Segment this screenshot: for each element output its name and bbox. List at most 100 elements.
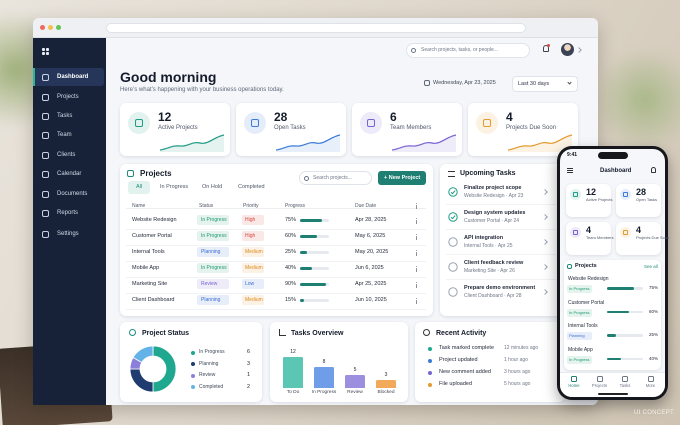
stat-value: 12 bbox=[158, 110, 172, 124]
new-project-label[interactable]: + New Project bbox=[384, 174, 421, 181]
nav-item[interactable]: Dashboard bbox=[57, 74, 89, 80]
activity-time: 5 hours ago bbox=[504, 381, 531, 387]
task-check bbox=[448, 212, 458, 222]
phone-see-all[interactable]: See all bbox=[644, 263, 658, 269]
task-title[interactable]: Client feedback review bbox=[464, 260, 524, 266]
pie-icon bbox=[129, 329, 136, 336]
new-project-button[interactable] bbox=[378, 171, 426, 185]
phone-tab[interactable]: Home bbox=[568, 383, 580, 388]
priority-badge bbox=[242, 247, 264, 257]
task-bar bbox=[283, 356, 303, 388]
status-label: In Progress bbox=[201, 232, 227, 239]
nav-item[interactable]: Settings bbox=[57, 231, 79, 237]
nav-item[interactable]: Projects bbox=[57, 94, 79, 100]
task-tick bbox=[450, 215, 456, 220]
due-date: Apr 28, 2025 bbox=[355, 216, 387, 223]
bar-label: Blocked bbox=[377, 390, 395, 395]
stat-glyph bbox=[367, 119, 375, 127]
phone-progress-bar bbox=[607, 287, 634, 290]
task-bar bbox=[376, 380, 396, 388]
project-name[interactable]: Website Redesign bbox=[132, 216, 177, 223]
projects-title: Projects bbox=[140, 169, 172, 178]
nav-item[interactable]: Tasks bbox=[57, 113, 73, 119]
phone-tab-icon bbox=[647, 376, 654, 382]
project-tab[interactable]: All bbox=[136, 184, 143, 190]
row-divider bbox=[126, 261, 426, 262]
phone-title: Dashboard bbox=[600, 168, 632, 174]
task-divider bbox=[446, 229, 556, 230]
due-date: Jun 10, 2025 bbox=[355, 296, 387, 303]
project-name[interactable]: Client Dashboard bbox=[132, 296, 175, 303]
task-title[interactable]: Design system updates bbox=[464, 210, 526, 216]
bar-value: 5 bbox=[353, 367, 357, 373]
nav-item[interactable]: Documents bbox=[57, 191, 88, 197]
phone-tab-icon bbox=[571, 376, 577, 382]
project-name[interactable]: Mobile App bbox=[132, 264, 160, 271]
phone-stat-icon bbox=[620, 189, 631, 200]
range-select[interactable] bbox=[512, 76, 578, 92]
task-title[interactable]: API integration bbox=[464, 235, 504, 241]
priority-badge bbox=[242, 295, 264, 305]
project-tab[interactable]: Completed bbox=[238, 184, 265, 190]
progress-label: 60% bbox=[285, 232, 297, 239]
phone-project-name[interactable]: Internal Tools bbox=[568, 323, 598, 329]
task-divider bbox=[446, 279, 556, 280]
nav-item[interactable]: Team bbox=[57, 132, 72, 138]
icon bbox=[42, 230, 49, 238]
task-divider bbox=[446, 254, 556, 255]
phone-menu-line bbox=[567, 170, 573, 171]
bar-value: 3 bbox=[384, 372, 388, 379]
card bbox=[616, 222, 661, 255]
project-name[interactable]: Internal Tools bbox=[132, 248, 165, 255]
task-title[interactable]: Prepare demo environment bbox=[464, 285, 536, 291]
legend-dot bbox=[191, 373, 195, 378]
project-tab[interactable]: On Hold bbox=[202, 184, 223, 190]
phone-project-name[interactable]: Website Redesign bbox=[568, 276, 609, 282]
sparkline-line bbox=[276, 134, 340, 151]
phone-status-label: In Progress bbox=[569, 309, 590, 315]
phone-progress-label: 75% bbox=[649, 285, 659, 290]
nav-item[interactable]: Reports bbox=[57, 210, 79, 216]
nav-active-bar bbox=[33, 68, 35, 86]
list-icon bbox=[448, 171, 455, 177]
progress-label: 25% bbox=[285, 248, 297, 255]
phone-tab[interactable]: Tasks bbox=[619, 383, 631, 388]
stat-glyph bbox=[135, 119, 143, 127]
kebab-dot bbox=[416, 252, 418, 254]
status-label: Planning bbox=[201, 248, 221, 255]
phone-project-name[interactable]: Customer Portal bbox=[568, 299, 605, 306]
phone-bell bbox=[651, 167, 656, 173]
phone-project-name[interactable]: Mobile App bbox=[568, 346, 593, 353]
project-name[interactable]: Marketing Site bbox=[132, 280, 168, 287]
phone-tab[interactable]: More bbox=[645, 383, 656, 388]
kebab-dot bbox=[416, 236, 418, 238]
task-check bbox=[448, 187, 458, 197]
project-name[interactable]: Customer Portal bbox=[132, 232, 172, 239]
logo bbox=[42, 48, 45, 51]
range[interactable]: Last 30 days bbox=[518, 80, 550, 87]
phone-stat-icon bbox=[620, 227, 631, 238]
search-box[interactable] bbox=[406, 43, 530, 58]
phone-tab[interactable]: Projects bbox=[591, 383, 608, 388]
icon bbox=[42, 73, 49, 81]
avatar[interactable] bbox=[561, 43, 574, 56]
task-title[interactable]: Finalize project scope bbox=[464, 185, 522, 191]
card bbox=[236, 103, 346, 156]
search-icon bbox=[411, 47, 416, 53]
project-tab[interactable]: In Progress bbox=[160, 184, 189, 190]
projects-search[interactable] bbox=[299, 171, 372, 185]
icon bbox=[42, 112, 49, 120]
icon bbox=[42, 209, 49, 217]
phone-progress-bar bbox=[607, 334, 616, 337]
stat-label: Active Projects bbox=[158, 125, 198, 131]
task-circle bbox=[448, 262, 458, 272]
legend-dot bbox=[191, 385, 195, 389]
nav-item[interactable]: Clients bbox=[57, 152, 76, 158]
legend-value: 2 bbox=[247, 383, 251, 390]
window-dot bbox=[48, 25, 53, 30]
priority-label: High bbox=[245, 232, 256, 239]
nav-item[interactable]: Calendar bbox=[57, 171, 82, 177]
activity-time: 12 minutes ago bbox=[504, 345, 539, 351]
due-date: Apr 25, 2025 bbox=[355, 280, 387, 287]
kebab-dot bbox=[416, 207, 418, 209]
